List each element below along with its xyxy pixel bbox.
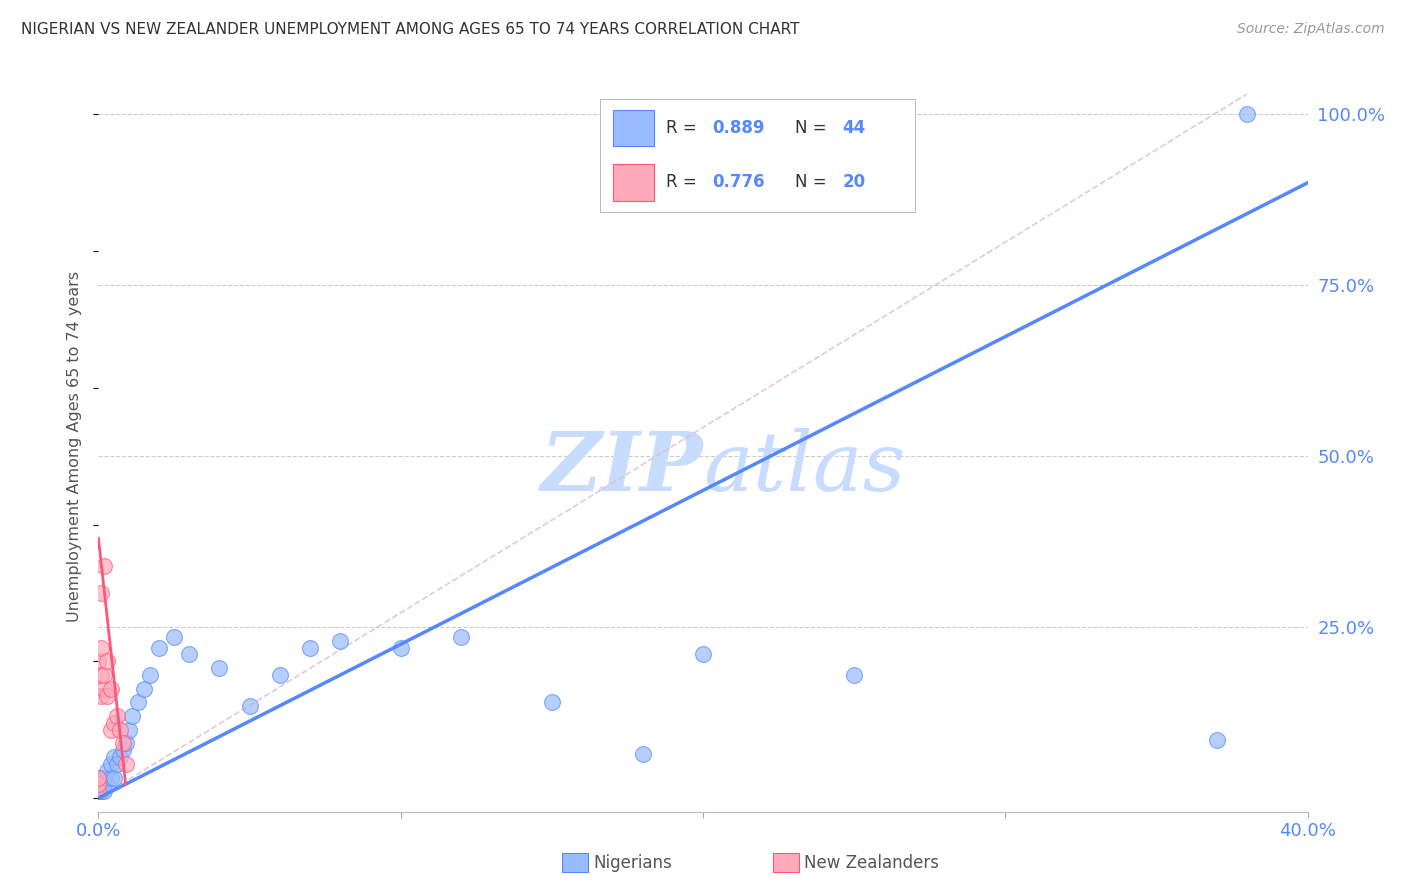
Point [100,771,122,785]
Point [114,736,136,750]
Point [87,784,110,798]
Point [114,756,136,771]
Point [93,771,115,785]
Point [540,695,562,709]
Point [100,723,122,737]
Point [111,743,134,757]
Point [108,750,131,764]
Point [90,777,112,791]
Point [87,784,110,798]
Point [93,681,115,696]
Point [103,771,125,785]
Text: New Zealanders: New Zealanders [804,854,939,871]
Point [93,784,115,798]
Point [87,777,110,791]
Point [93,668,115,682]
Text: ZIP: ZIP [540,428,703,508]
Point [111,736,134,750]
Point [208,661,231,675]
Point [631,747,654,761]
Point [90,784,112,798]
Point [389,640,412,655]
Point [90,777,112,791]
Point [96,654,118,668]
Point [127,695,149,709]
Point [269,668,291,682]
Point [90,771,112,785]
Point [90,784,112,798]
Point [87,654,110,668]
Point [90,689,112,703]
Point [163,631,186,645]
Point [103,750,125,764]
Point [87,777,110,791]
Point [105,709,128,723]
Point [90,640,112,655]
Y-axis label: Unemployment Among Ages 65 to 74 years: Unemployment Among Ages 65 to 74 years [67,270,83,622]
Point [90,586,112,600]
Point [105,756,128,771]
Point [100,756,122,771]
Point [87,771,110,785]
Point [93,558,115,573]
Text: atlas: atlas [703,428,905,508]
Point [239,698,262,713]
Point [87,777,110,791]
Point [121,709,143,723]
Point [132,681,155,696]
Text: Nigerians: Nigerians [593,854,672,871]
Point [90,668,112,682]
Point [450,631,472,645]
Point [96,764,118,778]
Point [844,668,866,682]
Point [103,715,125,730]
Point [93,777,115,791]
Point [96,689,118,703]
Point [108,723,131,737]
Point [692,648,714,662]
Point [100,681,122,696]
Point [179,648,201,662]
Text: NIGERIAN VS NEW ZEALANDER UNEMPLOYMENT AMONG AGES 65 TO 74 YEARS CORRELATION CHA: NIGERIAN VS NEW ZEALANDER UNEMPLOYMENT A… [21,22,800,37]
Point [148,640,170,655]
Point [299,640,322,655]
Point [329,633,352,648]
Point [1236,107,1258,121]
Point [96,777,118,791]
Point [1206,733,1229,747]
Point [87,784,110,798]
Point [118,723,141,737]
Point [139,668,162,682]
Point [87,784,110,798]
Text: Source: ZipAtlas.com: Source: ZipAtlas.com [1237,22,1385,37]
